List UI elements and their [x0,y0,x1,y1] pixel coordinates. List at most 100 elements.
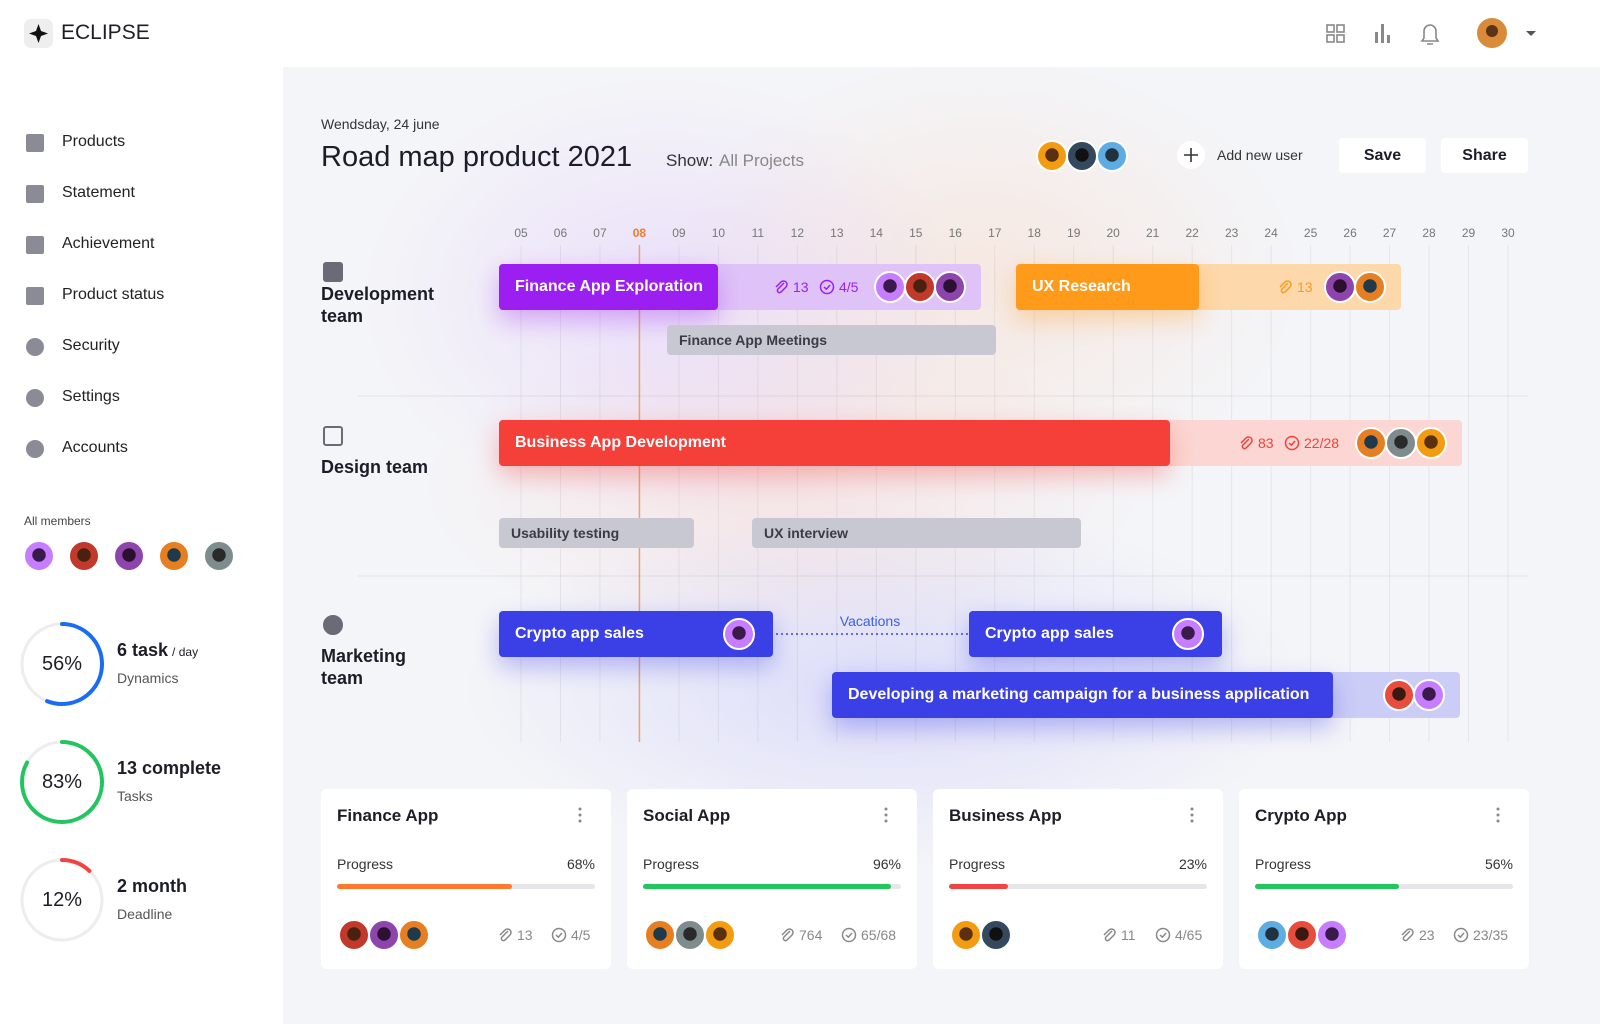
menu-dot [1190,813,1194,817]
avatar-face [1392,687,1406,701]
team-icon [323,426,343,446]
card-checks: 65/68 [861,927,897,943]
avatar-face [212,548,226,562]
nav-item[interactable]: Security [62,337,120,354]
avatar [904,271,936,303]
day-label: 28 [1422,226,1436,240]
check-ring [841,927,857,943]
progress-bar [643,884,891,889]
nav-item[interactable]: Settings [62,388,120,405]
avatar [1036,140,1068,172]
stat-ring [20,622,104,706]
nav-icon [26,134,44,152]
header-icons[interactable] [1320,18,1550,50]
menu-dot [884,819,888,823]
avatar [1066,140,1098,172]
stat-title: 2 month [117,876,187,897]
task-checks: 22/28 [1304,435,1340,451]
main: Wendsday, 24 june Road map product 2021 Sh… [283,67,1600,1024]
nav-item[interactable]: Products [62,133,126,150]
task-bar[interactable]: Finance App Meetings [667,325,996,355]
check-ring [1155,927,1171,943]
nav-item[interactable]: Achievement [62,235,155,252]
day-label: 30 [1501,226,1515,240]
show-value[interactable]: All Projects [719,151,805,170]
day-label: 10 [711,226,726,240]
check-tick [555,932,563,939]
card-title: Crypto App [1255,806,1347,825]
progress-value: 68% [566,856,595,872]
team-name: Marketing team [321,646,407,688]
progress-label: Progress [643,856,700,872]
day-label: 13 [830,226,844,240]
avatar [338,919,370,951]
task-attachments: 83 [1258,435,1274,451]
nav-item[interactable]: Product status [62,286,165,303]
add-plus [1184,148,1198,162]
day-label: 20 [1106,226,1120,240]
avatar [1355,427,1387,459]
day-label: 05 [514,226,528,240]
avatar-face [943,279,957,293]
task-bar[interactable]: UX Research [1016,264,1199,310]
avatar-face [989,927,1003,941]
save-button[interactable]: Save [1339,138,1426,173]
avatar [368,919,400,951]
menu-dot [1190,819,1194,823]
nav-icon [26,287,44,305]
avatar [1413,679,1445,711]
check-tick [845,932,853,939]
day-label: 21 [1145,226,1160,240]
check-icon [819,279,835,295]
day-label: 24 [1264,226,1278,240]
avatar [644,919,676,951]
stat-title: 13 complete [117,758,221,779]
day-label: 19 [1067,226,1081,240]
avatar [934,271,966,303]
share-button[interactable]: Share [1441,138,1528,173]
clip [499,928,512,942]
avatar [1383,679,1415,711]
attachment-icon [781,928,794,942]
day-label: 26 [1343,226,1357,240]
avatar-face [1105,148,1119,162]
stat-unit: / day [172,645,199,659]
day-label: 27 [1382,226,1397,240]
brand: ECLIPSE [61,21,150,44]
avatar-face [377,927,391,941]
avatar [674,919,706,951]
check-tick [823,284,831,291]
avatar [23,540,55,572]
task-bar[interactable]: Business App Development [499,420,1170,466]
avatar [1256,919,1288,951]
task-bar[interactable]: Developing a marketing campaign for a bu… [832,672,1333,718]
add-icon [1177,141,1205,169]
card-attachments: 23 [1419,927,1435,943]
avatar-face [1295,927,1309,941]
avatar [704,919,736,951]
avatar [398,919,430,951]
clip [775,280,788,294]
card-menu [884,807,888,823]
avatar [1354,271,1386,303]
progress-value: 23% [1178,856,1207,872]
avatar-face [883,279,897,293]
avatar [1415,427,1447,459]
avatar [113,540,145,572]
avatar [950,919,982,951]
task-bar[interactable]: Usability testing [499,518,694,548]
nav-item[interactable]: Accounts [62,439,128,456]
menu-dot [1496,819,1500,823]
stat-caption: Deadline [117,906,173,922]
avatar [1385,427,1417,459]
add-user[interactable]: Add new user [1217,147,1303,163]
nav-item[interactable]: Statement [62,184,135,201]
check-ring [1453,927,1469,943]
task-bar[interactable]: UX interview [752,518,1081,548]
menu-dot [1496,807,1500,811]
stat-caption: Dynamics [117,670,179,686]
day-label: 18 [1027,226,1041,240]
task-bar[interactable]: Finance App Exploration [499,264,718,310]
vacations-label: Vacations [839,613,901,629]
team-icon [323,262,343,282]
